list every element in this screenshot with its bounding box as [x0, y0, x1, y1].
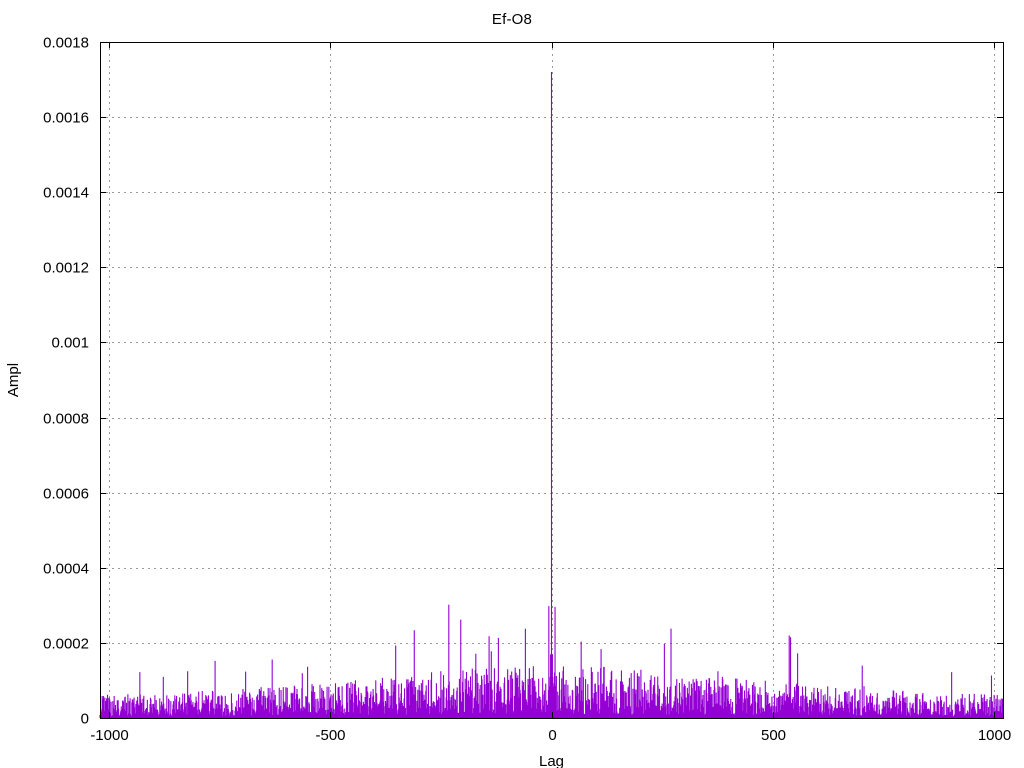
axis-titles: Lag Ampl	[5, 363, 564, 768]
y-tick-label: 0	[81, 711, 89, 728]
x-tick-label: -1000	[90, 727, 128, 744]
chart-title: Ef-O8	[491, 11, 533, 28]
y-tick-label: 0.0008	[43, 411, 89, 428]
axis-ticks	[100, 42, 1003, 719]
x-axis-title: Lag	[539, 753, 564, 768]
y-tick-label: 0.0002	[43, 636, 89, 653]
y-tick-label: 0.0014	[43, 185, 89, 202]
y-axis-title: Ampl	[5, 363, 22, 397]
y-tick-label: 0.0016	[43, 110, 89, 127]
x-tick-label: 500	[761, 727, 786, 744]
axis-tick-labels: -1000 -500 0 500 1000 0 0.0002 0.0004 0.0006 0.00…	[43, 35, 1011, 745]
y-tick-label: 0.0004	[43, 561, 89, 578]
y-tick-label: 0.001	[51, 335, 89, 352]
data-series-impulses	[99, 72, 1004, 718]
x-tick-label: 0	[548, 727, 556, 744]
y-tick-label: 0.0006	[43, 486, 89, 503]
y-tick-label: 0.0018	[43, 35, 89, 52]
x-tick-label: -500	[315, 727, 345, 744]
y-tick-label: 0.0012	[43, 260, 89, 277]
x-tick-label: 1000	[978, 727, 1011, 744]
